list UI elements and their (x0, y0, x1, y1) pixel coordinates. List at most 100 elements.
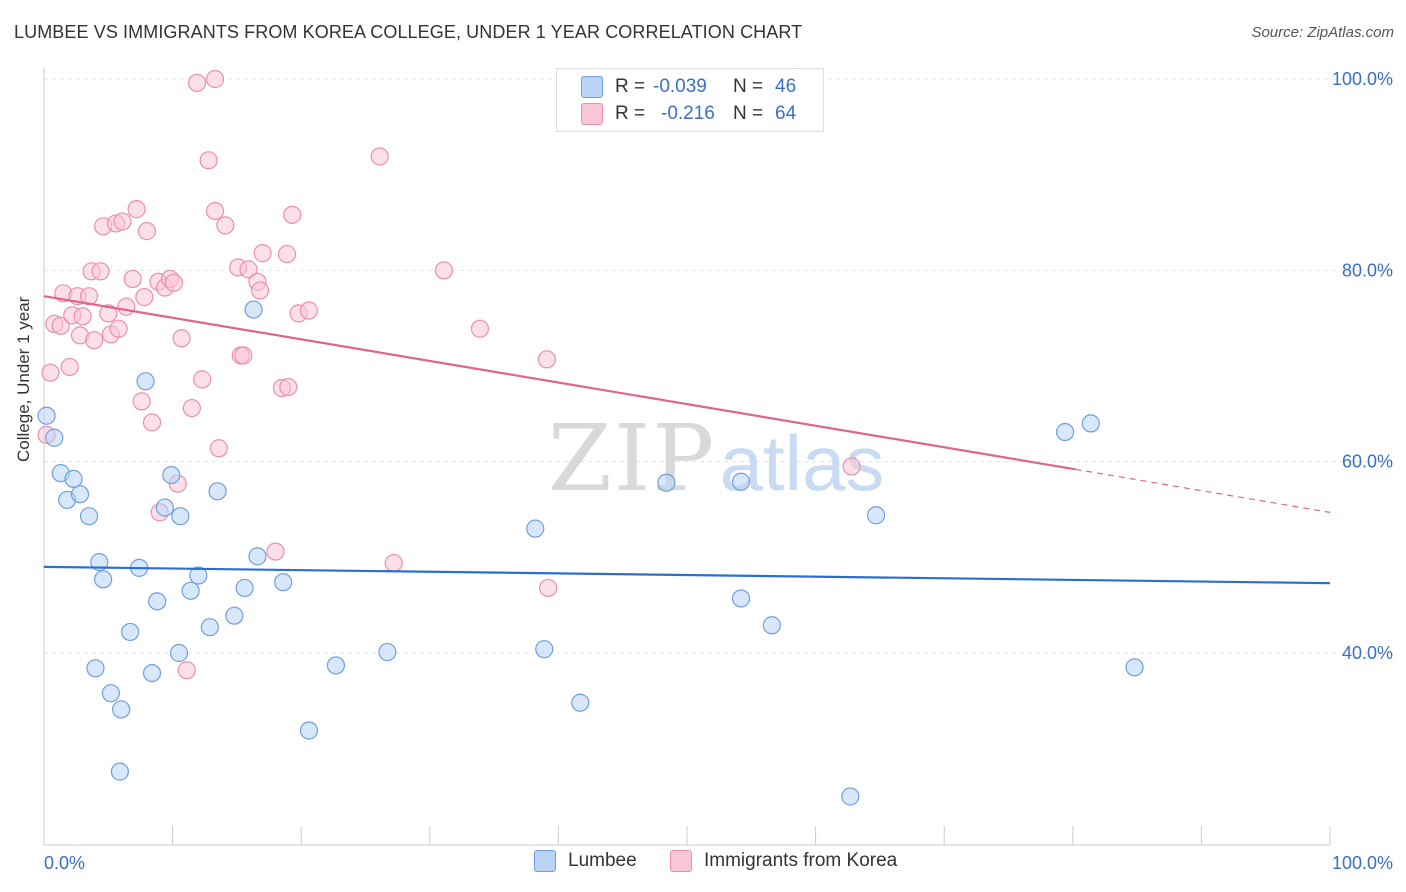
lumbee-point (189, 566, 208, 585)
lumbee-point (235, 578, 254, 598)
korea-point (384, 553, 403, 573)
chart-title: LUMBEE VS IMMIGRANTS FROM KOREA COLLEGE,… (14, 22, 803, 42)
lumbee-point (1055, 422, 1075, 442)
r-label: R = (615, 76, 646, 97)
korea-point (182, 398, 201, 418)
lumbee-point (248, 547, 267, 566)
korea-point (51, 316, 70, 335)
r-label: R = (615, 103, 646, 124)
trend-line-lumbee (43, 565, 1331, 585)
korea-point (127, 200, 146, 219)
lumbee-point (657, 473, 676, 492)
legend-item-korea: Immigrants from Korea (670, 850, 897, 872)
korea-point (216, 216, 235, 235)
x-tick-label: 100.0% (1332, 853, 1393, 873)
korea-point (113, 212, 132, 231)
series-korea-points (37, 69, 861, 680)
lumbee-point (169, 643, 189, 663)
series-lumbee-points (37, 300, 1144, 806)
lumbee-point (181, 581, 200, 600)
lumbee-point (155, 498, 174, 517)
lumbee-point (762, 616, 781, 635)
lumbee-point (526, 519, 545, 538)
korea-point (205, 201, 225, 221)
korea-point (434, 261, 454, 280)
lumbee-point (142, 663, 162, 683)
lumbee-point (45, 428, 64, 447)
korea-point (283, 205, 302, 224)
legend-row-korea: R = -0.216 N = 64 (581, 102, 796, 126)
lumbee-point (64, 469, 83, 488)
lumbee-point (112, 700, 131, 719)
lumbee-swatch (581, 76, 603, 98)
korea-point (539, 578, 558, 598)
lumbee-point (299, 721, 319, 740)
korea-point (117, 297, 136, 316)
n-label: N = (733, 103, 764, 124)
series-legend: Lumbee Immigrants from Korea (0, 850, 1406, 878)
korea-point (135, 288, 154, 307)
y-tick-label: 100.0% (1332, 69, 1393, 89)
lumbee-point (274, 573, 293, 592)
lumbee-swatch (534, 850, 556, 872)
korea-point (73, 307, 92, 326)
lumbee-point (121, 622, 140, 642)
korea-point (370, 147, 389, 166)
y-tick-label: 60.0% (1342, 452, 1393, 472)
korea-point (164, 273, 183, 292)
legend-item-lumbee: Lumbee (534, 850, 637, 872)
korea-point (234, 346, 253, 365)
korea-point (172, 329, 191, 348)
lumbee-point (86, 659, 105, 678)
trend-line-korea-extrapolated (1075, 468, 1331, 513)
lumbee-point (171, 507, 190, 526)
lumbee-point (94, 570, 113, 589)
lumbee-point (866, 506, 886, 525)
korea-point (299, 301, 319, 320)
lumbee-point (110, 762, 129, 781)
y-tick-label: 40.0% (1342, 643, 1393, 663)
n-label: N = (733, 76, 764, 97)
lumbee-point (79, 507, 99, 526)
legend-row-lumbee: R = -0.039 N = 46 (581, 75, 796, 99)
x-tick-label: 0.0% (44, 853, 85, 873)
n-value: 64 (775, 103, 797, 124)
lumbee-point (571, 693, 590, 712)
gridlines (44, 78, 1392, 654)
korea-point (99, 304, 118, 323)
lumbee-point (378, 642, 397, 662)
n-value: 46 (775, 76, 797, 97)
lumbee-point (90, 553, 109, 572)
lumbee-point (225, 606, 244, 625)
y-tick-label: 80.0% (1342, 260, 1393, 280)
axes (43, 68, 1331, 846)
lumbee-point (208, 482, 227, 501)
korea-point (279, 377, 298, 397)
korea-point (109, 319, 128, 338)
korea-point (85, 331, 104, 350)
lumbee-point (37, 406, 56, 425)
legend-label-lumbee: Lumbee (568, 850, 637, 871)
korea-swatch (581, 103, 603, 125)
lumbee-point (200, 618, 219, 637)
korea-point (142, 413, 162, 432)
korea-point (137, 222, 156, 241)
korea-point (239, 260, 258, 279)
korea-point (470, 319, 490, 338)
korea-point (187, 73, 207, 92)
correlation-legend: R = -0.039 N = 46 R = -0.216 N = 64 (556, 68, 824, 132)
lumbee-point (1081, 414, 1100, 433)
lumbee-point (70, 485, 90, 504)
lumbee-point (101, 684, 120, 703)
watermark: ZIP atlas (548, 405, 884, 512)
korea-swatch (670, 850, 692, 872)
lumbee-point (731, 589, 751, 608)
korea-point (253, 244, 272, 263)
korea-point (277, 244, 297, 264)
korea-point (209, 439, 228, 458)
korea-point (132, 392, 151, 411)
lumbee-point (535, 640, 554, 659)
watermark-zip: ZIP (548, 405, 716, 512)
lumbee-point (136, 372, 155, 391)
r-value: -0.039 (653, 76, 707, 97)
